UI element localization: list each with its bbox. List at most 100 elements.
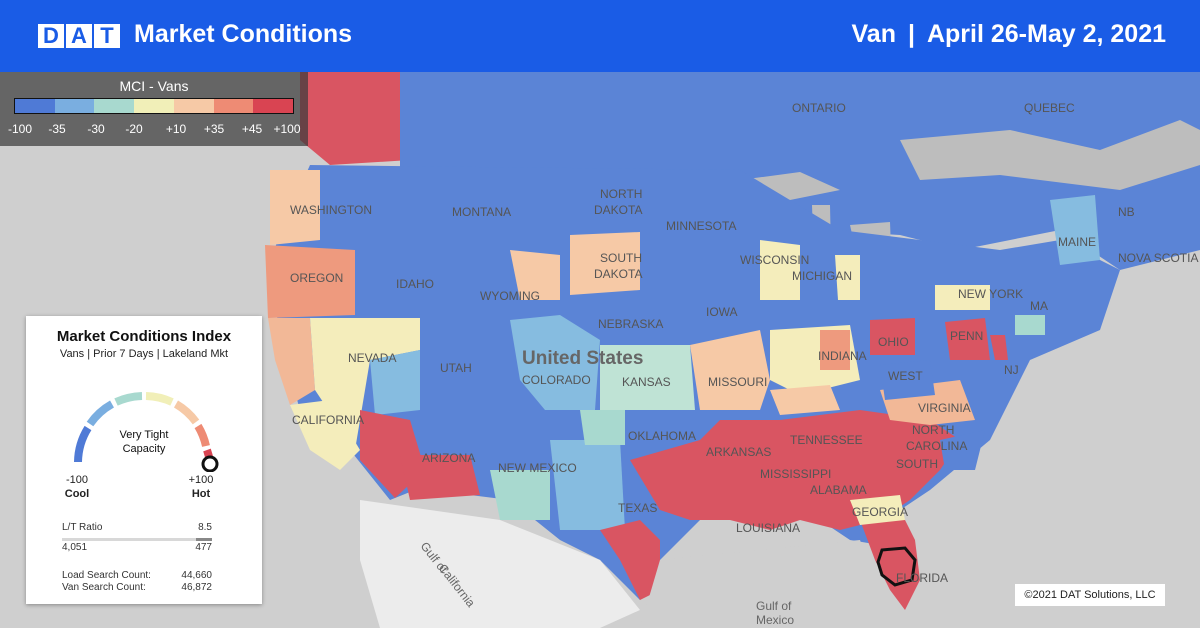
page-title: Market Conditions bbox=[134, 20, 353, 48]
gauge-max-value: +100 bbox=[188, 474, 214, 486]
map-label-arkansas: ARKANSAS bbox=[706, 445, 771, 459]
region-nm-teal bbox=[490, 470, 550, 520]
legend-tick: +35 bbox=[203, 122, 225, 136]
region-indiana bbox=[820, 330, 850, 370]
map-label-wisconsin: WISCONSIN bbox=[740, 253, 809, 267]
dat-logo: D A T bbox=[38, 24, 120, 48]
gauge-seg bbox=[86, 400, 115, 427]
map-label-carolina: CAROLINA bbox=[906, 439, 967, 453]
equipment-type: Van bbox=[851, 20, 896, 48]
region-wv bbox=[880, 360, 935, 400]
legend-swatch bbox=[94, 99, 135, 113]
gauge-min-value: -100 bbox=[65, 474, 89, 486]
region-wy-peach bbox=[510, 250, 560, 300]
map-label-ontario: ONTARIO bbox=[792, 101, 846, 115]
legend-swatch bbox=[15, 99, 55, 113]
region-ca-south bbox=[290, 400, 360, 470]
map-label-ma: MA bbox=[1030, 299, 1048, 313]
map-label-north: NORTH bbox=[600, 187, 642, 201]
map-label-maine: MAINE bbox=[1058, 235, 1096, 249]
region-ga-yellow bbox=[850, 495, 905, 525]
market-conditions-card: Market Conditions Index Vans | Prior 7 D… bbox=[26, 316, 262, 604]
truck-count: 477 bbox=[195, 542, 212, 553]
region-mexico bbox=[360, 500, 640, 628]
map-label-indiana: INDIANA bbox=[818, 349, 867, 363]
gauge-min-label: Cool bbox=[64, 488, 90, 500]
legend-tick: +45 bbox=[241, 122, 263, 136]
legend-tick: +100 bbox=[273, 122, 301, 136]
region-colorado bbox=[510, 315, 600, 410]
map-label-utah: UTAH bbox=[440, 361, 472, 375]
region-nevada-blue bbox=[370, 350, 420, 415]
legend-tick: -35 bbox=[48, 122, 66, 136]
legend-swatch bbox=[213, 99, 254, 113]
card-subtitle: Vans | Prior 7 Days | Lakeland Mkt bbox=[59, 348, 229, 360]
hudson-water bbox=[900, 120, 1200, 190]
gauge-seg bbox=[145, 392, 174, 406]
map-label-arizona: ARIZONA bbox=[422, 451, 475, 465]
van-search-value: 46,872 bbox=[181, 582, 212, 593]
lt-ratio-row: L/T Ratio 8.5 bbox=[62, 522, 212, 533]
legend-color-scale bbox=[14, 98, 294, 114]
region-tx-teal bbox=[580, 410, 625, 445]
map-label-minnesota: MINNESOTA bbox=[666, 219, 736, 233]
map-label-wyoming: WYOMING bbox=[480, 289, 540, 303]
region-maine bbox=[1050, 195, 1100, 265]
map-label-dakota-s: DAKOTA bbox=[594, 267, 642, 281]
map-label-alabama: ALABAMA bbox=[810, 483, 867, 497]
header-bar: D A T Market Conditions Van | April 26-M… bbox=[0, 0, 1200, 72]
lakeland-market-outline[interactable] bbox=[876, 546, 917, 587]
region-tx-south-red bbox=[600, 520, 660, 600]
map-label-texas: TEXAS bbox=[618, 501, 657, 515]
lt-counts-row: 4,051 477 bbox=[62, 542, 212, 553]
region-nj bbox=[990, 335, 1008, 360]
copyright: ©2021 DAT Solutions, LLC bbox=[1015, 584, 1165, 606]
map-label-washington: WASHINGTON bbox=[290, 203, 372, 217]
mci-legend: MCI - Vans -100 -35 -30 -20 +10 +35 +45 … bbox=[0, 72, 308, 146]
map-label-colorado: COLORADO bbox=[522, 373, 591, 387]
map-label-georgia: GEORGIA bbox=[852, 505, 908, 519]
map-label-new-mexico: NEW MEXICO bbox=[498, 461, 577, 475]
gauge-min: -100 Cool bbox=[52, 474, 102, 500]
map-label-dakota-n: DAKOTA bbox=[594, 203, 642, 217]
gauge-seg bbox=[74, 425, 92, 463]
map-label-florida: FLORIDA bbox=[896, 571, 948, 585]
legend-tick: -20 bbox=[125, 122, 143, 136]
load-search-label: Load Search Count: bbox=[62, 570, 151, 581]
legend-ticks: -100 -35 -30 -20 +10 +35 +45 +100 bbox=[0, 122, 308, 138]
gauge-max-label: Hot bbox=[191, 488, 211, 500]
gulf-of-mexico bbox=[640, 540, 880, 628]
map-label-south: SOUTH bbox=[600, 251, 642, 265]
gauge-seg bbox=[173, 400, 200, 425]
map-label-north-c: NORTH bbox=[912, 423, 954, 437]
map-label-iowa: IOWA bbox=[706, 305, 738, 319]
legend-tick: +10 bbox=[165, 122, 187, 136]
van-search-row: Van Search Count: 46,872 bbox=[62, 582, 212, 593]
load-search-value: 44,660 bbox=[181, 570, 212, 581]
gauge-needle-marker bbox=[201, 455, 219, 472]
region-kansas bbox=[600, 345, 695, 410]
gauge-max: +100 Hot bbox=[176, 474, 226, 500]
map-label-new-york: NEW YORK bbox=[958, 287, 1023, 301]
region-bc bbox=[300, 72, 410, 165]
mci-gauge bbox=[74, 392, 219, 472]
map-label-south-c: SOUTH bbox=[896, 457, 938, 471]
map-label-montana: MONTANA bbox=[452, 205, 511, 219]
map-label-gulf-mx-1: Gulf of bbox=[756, 599, 792, 613]
mci-map[interactable]: United States ONTARIO QUEBEC NB NOVA SCO… bbox=[0, 72, 1200, 628]
map-label-quebec: QUEBEC bbox=[1024, 101, 1075, 115]
region-ky-peach bbox=[770, 385, 840, 415]
map-label-mississippi: MISSISSIPPI bbox=[760, 467, 831, 481]
region-ny bbox=[935, 285, 990, 310]
legend-tick: -30 bbox=[87, 122, 105, 136]
legend-tick: -100 bbox=[7, 122, 33, 136]
map-label-oregon: OREGON bbox=[290, 271, 343, 285]
region-midwest-peach bbox=[690, 330, 770, 410]
region-nc-blue bbox=[940, 430, 985, 470]
legend-title: MCI - Vans bbox=[119, 78, 189, 94]
map-label-california: CALIFORNIA bbox=[292, 413, 364, 427]
load-search-row: Load Search Count: 44,660 bbox=[62, 570, 212, 581]
map-label-idaho: IDAHO bbox=[396, 277, 434, 291]
map-label-nj: NJ bbox=[1004, 363, 1019, 377]
region-mi-yellow bbox=[835, 255, 860, 300]
